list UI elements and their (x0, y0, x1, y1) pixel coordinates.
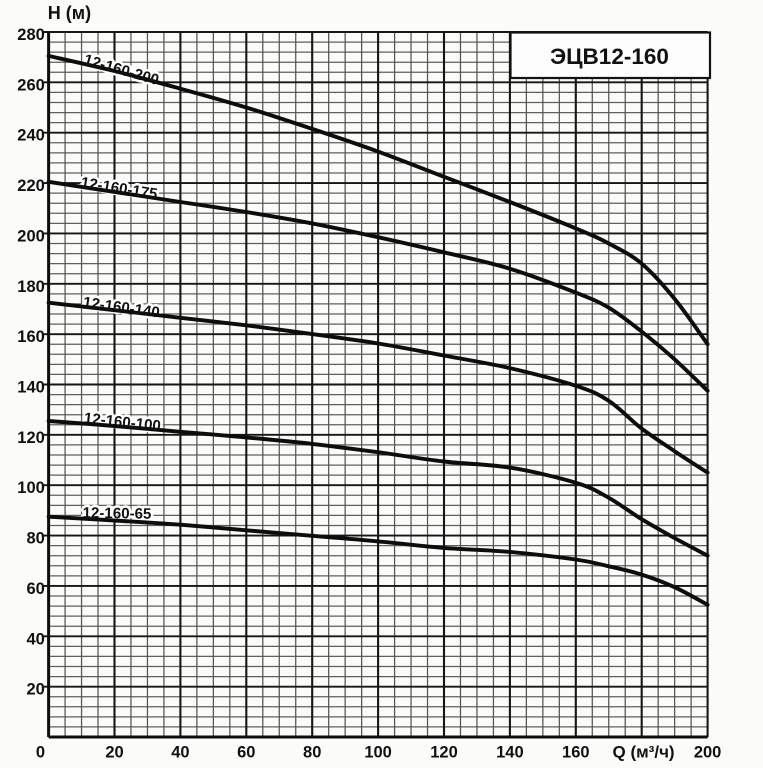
svg-text:40: 40 (26, 630, 44, 648)
svg-text:160: 160 (562, 744, 590, 762)
svg-text:ЭЦВ12-160: ЭЦВ12-160 (550, 44, 669, 69)
svg-text:20: 20 (105, 744, 123, 762)
svg-text:180: 180 (17, 278, 45, 296)
svg-text:12-160-65: 12-160-65 (82, 505, 151, 523)
svg-text:60: 60 (26, 580, 44, 598)
svg-text:0: 0 (36, 744, 45, 762)
svg-text:Н (м): Н (м) (48, 3, 91, 23)
svg-text:200: 200 (17, 227, 45, 245)
svg-text:140: 140 (496, 744, 524, 762)
svg-text:280: 280 (17, 26, 45, 44)
svg-text:100: 100 (17, 479, 45, 497)
svg-text:240: 240 (17, 127, 45, 145)
svg-text:80: 80 (26, 530, 44, 548)
svg-text:200: 200 (694, 744, 722, 762)
svg-text:140: 140 (17, 379, 45, 397)
svg-text:80: 80 (303, 744, 321, 762)
svg-text:120: 120 (17, 429, 45, 447)
svg-text:100: 100 (364, 744, 392, 762)
svg-text:20: 20 (26, 681, 44, 699)
svg-text:120: 120 (430, 744, 458, 762)
svg-text:60: 60 (237, 744, 255, 762)
svg-text:160: 160 (17, 328, 45, 346)
svg-text:220: 220 (17, 177, 45, 195)
svg-text:40: 40 (171, 744, 189, 762)
svg-text:Q (м³/ч): Q (м³/ч) (613, 743, 675, 762)
svg-text:260: 260 (17, 76, 45, 94)
